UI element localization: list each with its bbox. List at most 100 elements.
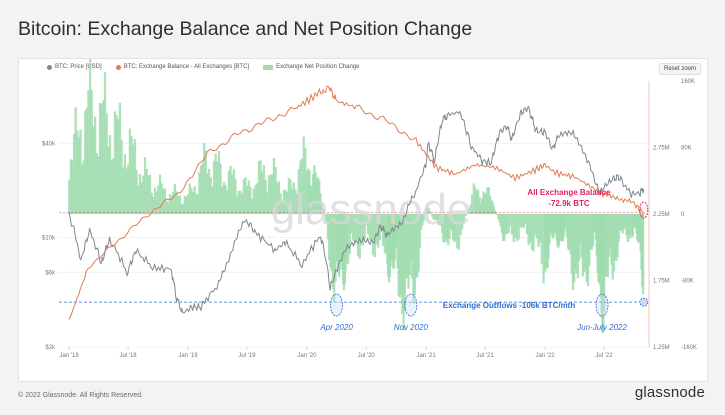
netflow-bar bbox=[563, 214, 566, 231]
netflow-bar bbox=[453, 214, 456, 243]
netflow-bar bbox=[515, 214, 519, 242]
netflow-bar bbox=[527, 214, 530, 246]
netflow-bar bbox=[427, 208, 430, 214]
netflow-bar bbox=[187, 194, 190, 214]
netflow-bar bbox=[145, 169, 148, 214]
netflow-bar bbox=[570, 214, 573, 274]
netflow-bar bbox=[520, 214, 524, 228]
netflow-bar bbox=[232, 169, 236, 214]
netflow-bar bbox=[108, 135, 112, 214]
legend-label-netflow: Exchange Net Position Change bbox=[276, 64, 360, 70]
netflow-bar bbox=[490, 199, 493, 214]
netflow-bar bbox=[421, 214, 424, 226]
balance-series-line bbox=[68, 85, 644, 320]
netflow-bar bbox=[535, 214, 539, 239]
netflow-bar bbox=[279, 193, 282, 214]
legend-label-price: BTC: Price [USD] bbox=[55, 64, 102, 70]
netflow-bar bbox=[85, 107, 89, 214]
netflow-bar bbox=[142, 175, 145, 214]
netflow-bar bbox=[478, 197, 481, 214]
netflow-bar bbox=[625, 214, 628, 236]
legend-item-netflow[interactable]: Exchange Net Position Change bbox=[263, 64, 359, 70]
legend-item-price[interactable]: BTC: Price [USD] bbox=[47, 64, 102, 70]
netflow-bar bbox=[84, 110, 87, 214]
netflow-bar bbox=[242, 179, 245, 214]
y-left-tick-label: $10k bbox=[42, 236, 56, 242]
netflow-bar bbox=[307, 168, 310, 214]
netflow-bar bbox=[496, 214, 499, 215]
netflow-bar bbox=[624, 214, 627, 228]
netflow-bar bbox=[406, 214, 409, 278]
netflow-bar bbox=[88, 59, 92, 215]
netflow-bar bbox=[425, 208, 428, 214]
netflow-bar bbox=[185, 196, 188, 214]
netflow-bar bbox=[251, 199, 254, 214]
netflow-bar bbox=[315, 179, 318, 214]
netflow-bar bbox=[309, 185, 312, 214]
netflow-bar bbox=[437, 214, 440, 225]
netflow-bar bbox=[113, 111, 117, 214]
netflow-bar bbox=[577, 214, 581, 261]
netflow-bar bbox=[397, 214, 400, 296]
netflow-bar bbox=[102, 100, 105, 214]
netflow-bar bbox=[615, 214, 618, 261]
netflow-bar bbox=[286, 191, 289, 214]
netflow-bar bbox=[627, 214, 631, 239]
netflow-bar bbox=[69, 159, 73, 214]
netflow-bar bbox=[319, 193, 322, 214]
netflow-bar bbox=[566, 214, 570, 249]
netflow-bar bbox=[630, 214, 633, 238]
netflow-bar bbox=[606, 214, 609, 277]
netflow-bar bbox=[370, 214, 373, 241]
latest-outflow-marker bbox=[639, 297, 649, 307]
netflow-bar bbox=[209, 176, 212, 214]
netflow-bar bbox=[433, 214, 436, 220]
netflow-bar bbox=[534, 214, 537, 236]
netflow-bar bbox=[128, 128, 132, 214]
netflow-bar bbox=[234, 179, 237, 214]
netflow-bar bbox=[224, 185, 227, 214]
netflow-bar bbox=[147, 175, 150, 214]
netflow-bar bbox=[378, 214, 381, 241]
netflow-bar bbox=[622, 214, 626, 230]
netflow-bar bbox=[148, 174, 152, 214]
netflow-bar bbox=[333, 214, 336, 302]
junjuly2022-label: Jun-July 2022 bbox=[576, 323, 627, 332]
netflow-bar bbox=[376, 214, 380, 248]
netflow-bar bbox=[365, 214, 368, 226]
netflow-bar bbox=[486, 187, 489, 214]
x-tick-label: Jan '21 bbox=[417, 353, 437, 359]
netflow-bar bbox=[519, 214, 522, 228]
netflow-bar bbox=[95, 153, 98, 214]
netflow-bar bbox=[396, 214, 399, 269]
netflow-bar bbox=[542, 214, 545, 284]
netflow-bar bbox=[443, 214, 446, 243]
netflow-bar bbox=[607, 214, 611, 257]
netflow-bar bbox=[183, 195, 186, 214]
netflow-bar bbox=[252, 188, 255, 214]
netflow-bar bbox=[206, 173, 209, 214]
reset-zoom-button[interactable]: Reset zoom bbox=[658, 63, 701, 75]
netflow-bar bbox=[168, 194, 172, 214]
netflow-bar bbox=[565, 214, 568, 237]
x-tick-label: Jul '19 bbox=[238, 353, 256, 359]
netflow-bar bbox=[434, 214, 438, 219]
netflow-bar bbox=[361, 214, 365, 246]
netflow-bar bbox=[482, 191, 485, 214]
netflow-bar bbox=[422, 214, 425, 221]
netflow-bar bbox=[412, 214, 415, 304]
netflow-bar bbox=[363, 214, 366, 239]
netflow-bar bbox=[107, 146, 110, 214]
netflow-bar bbox=[631, 214, 634, 237]
netflow-bar bbox=[87, 89, 90, 214]
netflow-bar bbox=[173, 183, 177, 214]
netflow-bar bbox=[569, 214, 572, 255]
x-tick-label: Jan '18 bbox=[60, 353, 80, 359]
x-tick-label: Jul '18 bbox=[119, 353, 137, 359]
netflow-bar bbox=[530, 214, 534, 250]
netflow-bar bbox=[295, 193, 299, 214]
netflow-bar bbox=[244, 177, 247, 214]
legend-item-balance[interactable]: BTC: Exchange Balance - All Exchanges [B… bbox=[115, 64, 249, 70]
netflow-bar bbox=[476, 189, 480, 214]
price-line bbox=[68, 105, 645, 314]
